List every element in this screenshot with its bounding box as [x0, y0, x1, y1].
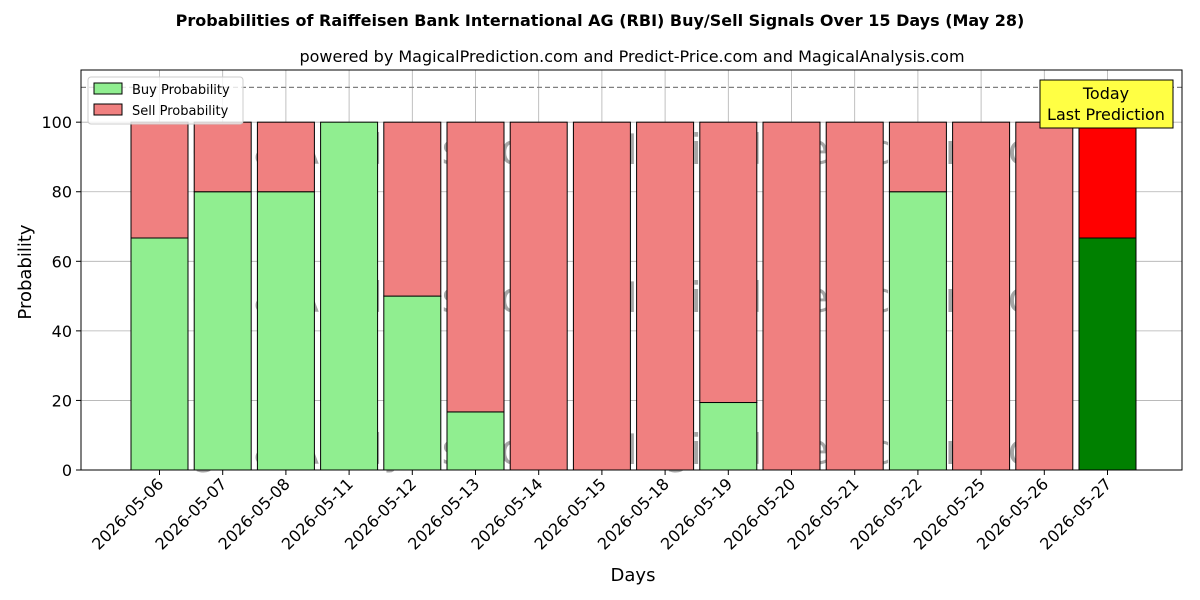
bar-sell: [825, 121, 884, 471]
bar-sell: [1015, 121, 1074, 471]
bar-buy: [888, 191, 947, 471]
bar-buy: [383, 295, 442, 471]
bar-sell: [383, 121, 442, 297]
bar-buy: [320, 121, 379, 471]
y-tick-label: 20: [52, 391, 72, 410]
legend-frame: [87, 76, 244, 125]
bar-sell: [888, 121, 947, 193]
today-annotation: Today Last Prediction: [1039, 79, 1174, 129]
bar-sell: [636, 121, 695, 471]
chart-subtitle: powered by MagicalPrediction.com and Pre…: [299, 47, 964, 66]
bar-sell: [1078, 121, 1137, 239]
bar-sell: [446, 121, 505, 413]
bar-buy: [699, 402, 758, 471]
legend-label-sell: Sell Probability: [132, 104, 229, 119]
x-axis-label: Days: [611, 565, 656, 586]
annotation-line-1: Today: [1082, 84, 1129, 103]
chart-title: Probabilities of Raiffeisen Bank Interna…: [176, 11, 1025, 30]
bar-buy: [446, 411, 505, 471]
legend-swatch-sell: [93, 103, 123, 116]
plot-frame: [80, 69, 1183, 471]
legend: Buy Probability Sell Probability: [87, 76, 244, 125]
bar-buy: [1078, 237, 1137, 471]
bar-sell: [762, 121, 821, 471]
y-tick-label: 80: [52, 183, 72, 202]
bar-buy: [130, 237, 189, 471]
bar-sell: [193, 121, 252, 193]
y-tick-label: 0: [62, 461, 72, 480]
y-axis-label: Probability: [15, 224, 36, 319]
bar-sell: [572, 121, 631, 471]
y-tick-label: 40: [52, 322, 72, 341]
legend-label-buy: Buy Probability: [132, 83, 230, 98]
bar-sell: [256, 121, 315, 193]
bar-sell: [130, 121, 189, 239]
bars: [130, 121, 1137, 471]
x-axis: 2026-05-062026-05-072026-05-082026-05-11…: [88, 470, 1115, 554]
y-axis: 0 20 40 60 80 100: [41, 113, 81, 480]
annotation-box: [1039, 79, 1174, 129]
legend-swatch-buy: [93, 82, 123, 95]
bar-buy: [193, 191, 252, 471]
bar-buy: [256, 191, 315, 471]
bar-sell: [509, 121, 568, 471]
y-tick-label: 60: [52, 252, 72, 271]
annotation-line-2: Last Prediction: [1047, 105, 1165, 124]
bar-sell: [952, 121, 1011, 471]
y-tick-label: 100: [41, 113, 72, 132]
bar-sell: [699, 121, 758, 404]
